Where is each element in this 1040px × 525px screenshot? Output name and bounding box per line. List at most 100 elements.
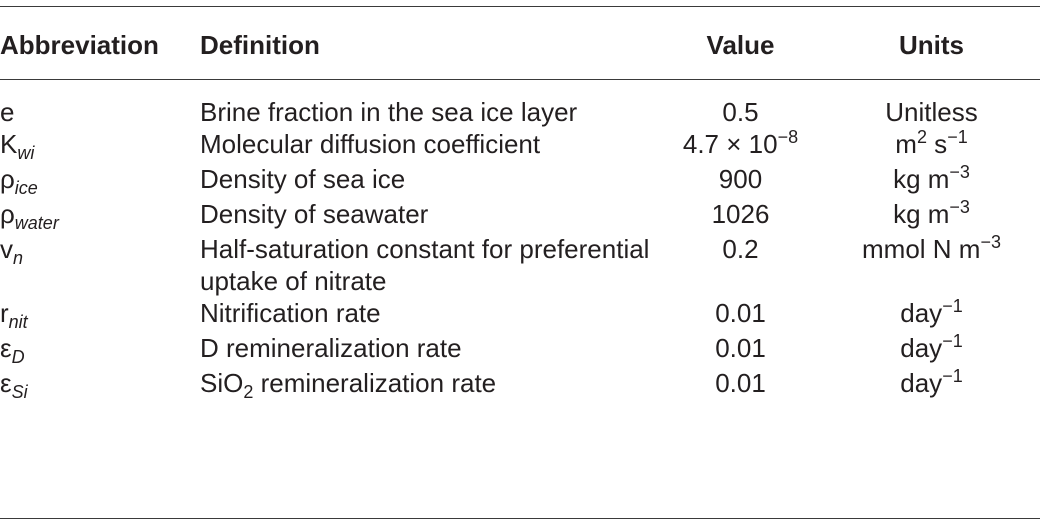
definition-text: Density of sea ice (200, 164, 406, 194)
units-exponent: 2 (916, 127, 927, 147)
table-top-rule (0, 6, 1040, 7)
table-bottom-rule (0, 518, 1040, 519)
abbreviation-cell: e (0, 81, 200, 128)
abbreviation-symbol: ρ (0, 199, 15, 229)
abbreviation-subscript: water (14, 213, 59, 233)
table-row: rnit Nitrification rate 0.01 day−1 (0, 296, 1040, 332)
units-exponent: −1 (942, 366, 963, 386)
units-text: kg m (893, 199, 950, 229)
definition-cell: Half-saturation constant for preferentia… (200, 233, 658, 297)
abbreviation-symbol: ρ (0, 164, 15, 194)
abbreviation-subscript: n (13, 248, 24, 268)
table-header-row: Abbreviation Definition Value Units (0, 6, 1040, 81)
definition-cell: Brine fraction in the sea ice layer (200, 81, 658, 128)
value-text: 900 (718, 164, 763, 194)
units-cell: day−1 (823, 296, 1040, 332)
units-exponent: −3 (949, 197, 970, 217)
units-text: day (900, 298, 943, 328)
definition-cell: D remineralization rate (200, 332, 658, 367)
value-exponent: −8 (777, 127, 799, 147)
definition-cell: Density of seawater (200, 198, 658, 233)
abbreviation-cell: ρwater (0, 198, 200, 233)
units-cell: kg m−3 (823, 162, 1040, 198)
units-text: m (895, 129, 917, 159)
units-exponent: −1 (942, 296, 963, 316)
value-cell: 900 (658, 163, 823, 198)
units-tail-exponent: −1 (947, 127, 968, 147)
table-row: ρwater Density of seawater 1026 kg m−3 (0, 197, 1040, 233)
definition-cell: Nitrification rate (200, 297, 658, 332)
abbreviation-cell: ρice (0, 163, 200, 198)
value-cell: 0.01 (658, 367, 823, 402)
definition-cell: Molecular diffusion coefficient (200, 128, 658, 163)
value-cell: 1026 (658, 198, 823, 233)
value-text: 0.01 (715, 298, 766, 328)
units-cell: mmol N m−3 (823, 232, 1040, 297)
value-cell: 4.7 × 10−8 (658, 127, 823, 163)
abbreviation-symbol: e (0, 97, 15, 127)
value-cell: 0.01 (658, 332, 823, 367)
abbreviation-cell: εD (0, 332, 200, 367)
value-text: 1026 (711, 199, 770, 229)
value-text: 0.01 (715, 368, 766, 398)
value-cell: 0.5 (658, 81, 823, 128)
units-cell: kg m−3 (823, 197, 1040, 233)
abbreviation-subscript: ice (14, 178, 38, 198)
value-text: 4.7 × 10 (682, 129, 778, 159)
value-cell: 0.2 (658, 233, 823, 297)
abbreviation-cell: vn (0, 233, 200, 297)
definition-text: Brine fraction in the sea ice layer (200, 97, 578, 127)
table-row: e Brine fraction in the sea ice layer 0.5 U… (0, 81, 1040, 128)
abbreviation-subscript: nit (8, 312, 28, 332)
units-text-tail: s (926, 129, 948, 159)
units-text: day (900, 333, 943, 363)
table-row: εSi SiO2 remineralization rate 0.01 day−1 (0, 366, 1040, 402)
units-text: kg m (893, 164, 950, 194)
value-text: 0.01 (715, 333, 766, 363)
table-row: Kwi Molecular diffusion coefficient 4.7 × … (0, 127, 1040, 163)
abbreviation-cell: εSi (0, 367, 200, 402)
table-row: ρice Density of sea ice 900 kg m−3 (0, 162, 1040, 198)
units-exponent: −3 (949, 162, 970, 182)
header-abbreviation: Abbreviation (0, 29, 159, 60)
definition-text: Half-saturation constant for preferentia… (200, 234, 650, 296)
definition-text-tail: remineralization rate (253, 368, 497, 398)
definition-subscript: 2 (243, 382, 254, 402)
units-cell: m2 s−1 (823, 127, 1040, 163)
table-row: εD D remineralization rate 0.01 day−1 (0, 331, 1040, 367)
abbreviation-symbol: r (0, 298, 9, 328)
units-cell: Unitless (823, 81, 1040, 128)
definition-text: Nitrification rate (200, 298, 381, 328)
value-cell: 0.01 (658, 297, 823, 332)
definition-text: D remineralization rate (200, 333, 462, 363)
definition-cell: SiO2 remineralization rate (200, 367, 658, 402)
header-definition: Definition (200, 29, 320, 60)
abbreviation-symbol: K (0, 129, 18, 159)
abbreviation-subscript: D (11, 347, 25, 367)
definition-text: Density of seawater (200, 199, 429, 229)
header-units: Units (899, 29, 964, 60)
table-row: vn Half-saturation constant for preferent… (0, 232, 1040, 297)
units-exponent: −1 (942, 331, 963, 351)
abbreviation-symbol: v (0, 234, 13, 264)
abbreviation-symbol: ε (0, 368, 12, 398)
definition-text: SiO (200, 368, 244, 398)
abbreviation-symbol: ε (0, 333, 12, 363)
units-exponent: −3 (980, 232, 1001, 252)
parameter-table: Abbreviation Definition Value Units e Bri… (0, 6, 1040, 403)
units-text: Unitless (885, 97, 978, 127)
definition-cell: Density of sea ice (200, 163, 658, 198)
definition-text: Molecular diffusion coefficient (200, 129, 541, 159)
units-text: day (900, 368, 943, 398)
value-text: 0.2 (722, 234, 759, 264)
abbreviation-cell: Kwi (0, 128, 200, 163)
table-header-rule (0, 79, 1040, 80)
units-cell: day−1 (823, 331, 1040, 367)
abbreviation-subscript: Si (11, 382, 28, 402)
abbreviation-subscript: wi (17, 143, 35, 163)
units-cell: day−1 (823, 366, 1040, 402)
header-value: Value (706, 29, 775, 60)
abbreviation-cell: rnit (0, 297, 200, 332)
units-text: mmol N m (862, 234, 981, 264)
value-text: 0.5 (722, 97, 759, 127)
